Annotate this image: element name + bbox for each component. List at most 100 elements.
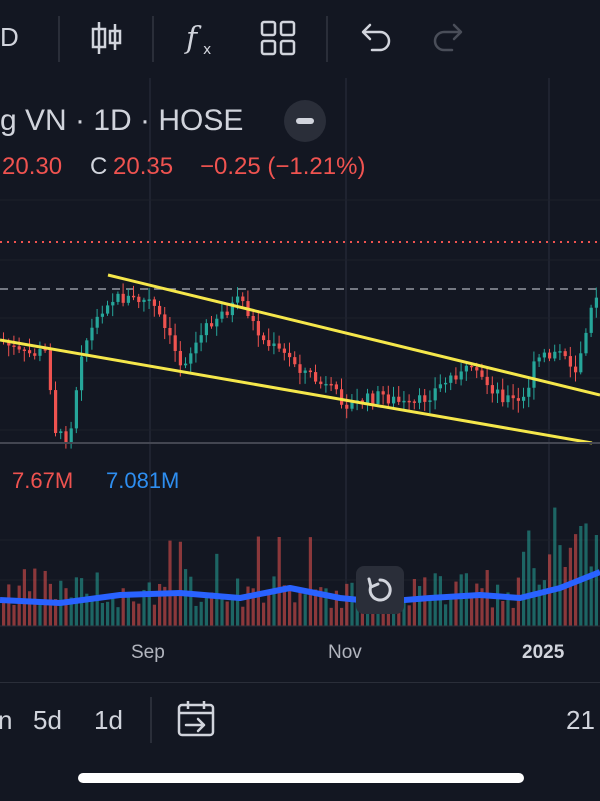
candle-body bbox=[210, 323, 214, 327]
volume-bar bbox=[267, 593, 271, 626]
home-indicator bbox=[78, 773, 524, 783]
candle-body bbox=[90, 327, 94, 341]
volume-bar bbox=[33, 568, 37, 626]
svg-text:x: x bbox=[203, 42, 211, 58]
candle-body bbox=[33, 353, 37, 356]
candle-body bbox=[189, 353, 193, 364]
volume-bars bbox=[2, 507, 598, 626]
volume-bar bbox=[579, 526, 583, 626]
candle-body bbox=[267, 340, 271, 347]
candle-body bbox=[407, 400, 411, 403]
xaxis-tick-2025: 2025 bbox=[522, 642, 565, 663]
candle-body bbox=[329, 383, 333, 386]
range-button-5d[interactable]: 5d bbox=[33, 705, 62, 735]
volume-bar bbox=[85, 593, 89, 626]
goto-date-icon[interactable] bbox=[176, 699, 216, 739]
symbol-title: g VN · 1D · HOSE bbox=[0, 104, 244, 137]
indicators-icon[interactable]: f x bbox=[182, 18, 222, 58]
candle-body bbox=[516, 398, 520, 401]
candle-body bbox=[464, 365, 468, 372]
candle-body bbox=[126, 295, 130, 303]
candle-body bbox=[43, 349, 47, 351]
candle-body bbox=[293, 357, 297, 365]
candle-body bbox=[324, 383, 328, 386]
volume-bar bbox=[501, 600, 505, 626]
candle-body bbox=[563, 351, 567, 357]
candle-body bbox=[74, 390, 78, 429]
volume-bar bbox=[126, 593, 130, 626]
layout-grid-icon[interactable] bbox=[258, 18, 298, 58]
candle-body bbox=[340, 389, 344, 405]
candle-body bbox=[158, 305, 162, 315]
ohlc-close-label: C bbox=[90, 153, 108, 180]
volume-bar bbox=[594, 535, 598, 626]
candle-body bbox=[319, 381, 323, 385]
candle-body bbox=[470, 365, 474, 368]
volume-bar bbox=[69, 597, 73, 626]
volume-bar bbox=[38, 601, 42, 626]
xaxis-tick-sep: Sep bbox=[131, 642, 165, 663]
candle-body bbox=[277, 343, 281, 349]
reset-chart-button[interactable] bbox=[356, 566, 404, 614]
volume-bar bbox=[293, 602, 297, 626]
candle-body bbox=[475, 367, 479, 371]
candle-body bbox=[147, 299, 151, 301]
candle-body bbox=[137, 296, 141, 303]
candle-body bbox=[490, 385, 494, 394]
volume-bar bbox=[522, 551, 526, 626]
candle-body bbox=[95, 316, 99, 328]
candle-body bbox=[558, 351, 562, 353]
volume-bar bbox=[511, 607, 515, 626]
volume-bar bbox=[345, 583, 349, 626]
volume-bar bbox=[282, 585, 286, 626]
volume-bar bbox=[246, 586, 250, 626]
range-button-1d[interactable]: 1d bbox=[94, 705, 123, 735]
volume-bar bbox=[2, 598, 6, 626]
collapse-legend-button[interactable] bbox=[284, 100, 326, 142]
candle-body bbox=[17, 346, 21, 350]
volume-bar bbox=[470, 595, 474, 626]
candle-body bbox=[438, 384, 442, 389]
candle-body bbox=[230, 302, 234, 316]
bottombar-divider bbox=[150, 697, 152, 743]
volume-bar bbox=[480, 588, 484, 626]
upper-trendline bbox=[107, 273, 600, 397]
volume-bar bbox=[459, 574, 463, 626]
volume-bar bbox=[308, 537, 312, 626]
ohlc-close-value: 20.35 bbox=[113, 153, 174, 180]
candle-body bbox=[298, 364, 302, 373]
volume-bar bbox=[116, 607, 120, 626]
toolbar-divider bbox=[58, 16, 60, 62]
volume-bar bbox=[262, 602, 266, 626]
volume-bar bbox=[319, 587, 323, 626]
redo-icon[interactable] bbox=[430, 18, 470, 58]
candle-body bbox=[553, 351, 557, 359]
candle-body bbox=[69, 428, 73, 443]
candle-body bbox=[392, 396, 396, 404]
candle-body bbox=[506, 395, 510, 403]
volume-bar bbox=[90, 596, 94, 626]
candlestick-icon[interactable] bbox=[86, 18, 126, 58]
lower-trendline bbox=[0, 338, 593, 445]
candle-body bbox=[28, 350, 32, 354]
interval-button[interactable]: D bbox=[0, 22, 19, 52]
volume-bar bbox=[444, 604, 448, 626]
volume-bar bbox=[168, 540, 172, 626]
volume-bar bbox=[272, 576, 276, 626]
range-button-partial[interactable]: n bbox=[0, 705, 13, 735]
volume-bar bbox=[412, 579, 416, 626]
volume-bar bbox=[553, 507, 557, 626]
timezone-partial[interactable]: 21 bbox=[566, 705, 595, 735]
volume-bar bbox=[22, 569, 26, 626]
candle-body bbox=[22, 349, 26, 351]
candle-body bbox=[522, 396, 526, 401]
candle-body bbox=[485, 376, 489, 386]
candle-body bbox=[402, 400, 406, 403]
volume-bar bbox=[106, 601, 110, 626]
volume-bar bbox=[355, 602, 359, 626]
price-chart[interactable] bbox=[0, 0, 600, 680]
candle-body bbox=[386, 394, 390, 404]
undo-icon[interactable] bbox=[354, 18, 394, 58]
candle-body bbox=[173, 335, 177, 351]
candle-body bbox=[371, 393, 375, 405]
